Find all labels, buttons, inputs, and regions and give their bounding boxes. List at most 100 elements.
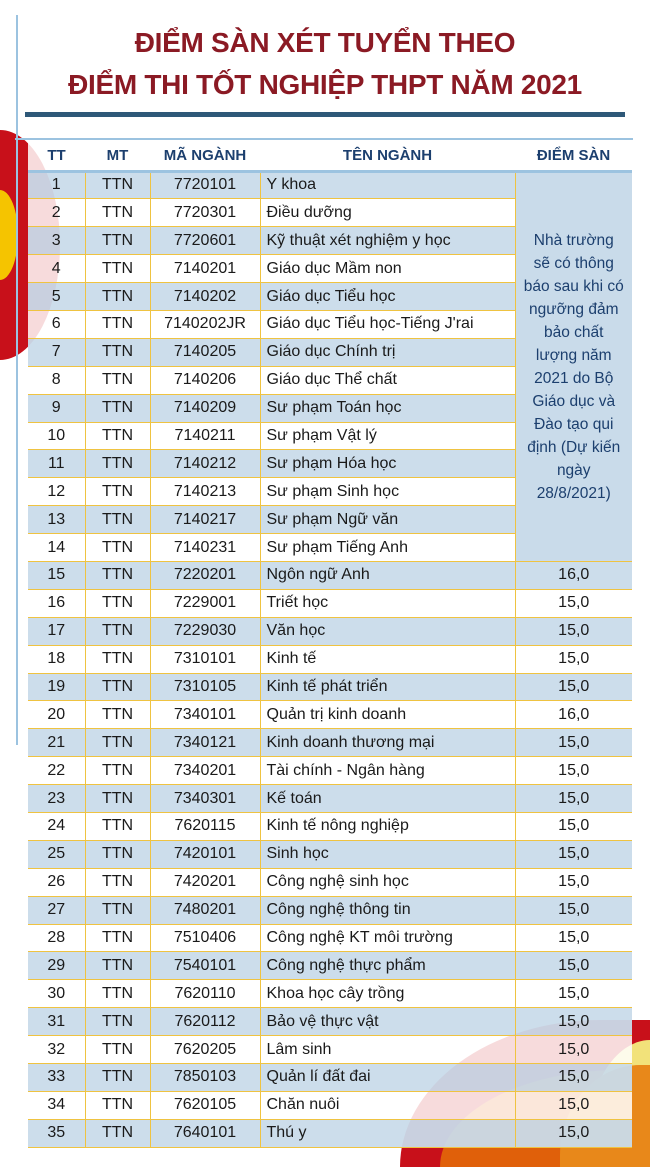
row-ten-nganh: Chăn nuôi — [259, 1090, 516, 1120]
row-tt: 13 — [28, 505, 86, 535]
table-row: 24 TTN 7620115 Kinh tế nông nghiệp 15,0 — [28, 811, 632, 841]
table-row: 16 TTN 7229001 Triết học 15,0 — [28, 588, 632, 618]
row-diem-san: 15,0 — [514, 756, 632, 786]
row-mt: TTN — [84, 1118, 151, 1148]
row-ten-nganh: Bảo vệ thực vật — [259, 1007, 516, 1037]
table-row: 35 TTN 7640101 Thú y 15,0 — [28, 1118, 632, 1148]
row-diem-san: 15,0 — [514, 1007, 632, 1037]
row-mt: TTN — [84, 839, 151, 869]
row-ma-nganh: 7140231 — [149, 533, 261, 562]
row-ten-nganh: Công nghệ KT môi trường — [259, 923, 516, 953]
row-ma-nganh: 7620110 — [149, 979, 261, 1009]
row-tt: 3 — [28, 226, 86, 256]
row-mt: TTN — [84, 588, 151, 618]
row-ma-nganh: 7140202 — [149, 282, 261, 311]
row-ten-nganh: Giáo dục Tiểu học — [259, 282, 516, 311]
row-ma-nganh: 7140206 — [149, 365, 261, 395]
row-ten-nganh: Điều dưỡng — [259, 198, 516, 228]
table-row: 25 TTN 7420101 Sinh học 15,0 — [28, 839, 632, 869]
row-ma-nganh: 7510406 — [149, 923, 261, 953]
row-ma-nganh: 7310105 — [149, 672, 261, 702]
row-ten-nganh: Kinh doanh thương mại — [259, 728, 516, 758]
row-ten-nganh: Kế toán — [259, 784, 516, 813]
row-ma-nganh: 7140205 — [149, 337, 261, 367]
row-diem-san: 16,0 — [514, 560, 632, 590]
row-mt: TTN — [84, 951, 151, 981]
row-diem-san: 15,0 — [514, 616, 632, 646]
row-tt: 26 — [28, 867, 86, 897]
row-tt: 27 — [28, 895, 86, 925]
row-ten-nganh: Sư phạm Tiếng Anh — [259, 533, 516, 562]
row-ma-nganh: 7340201 — [149, 756, 261, 786]
table-row: 27 TTN 7480201 Công nghệ thông tin 15,0 — [28, 895, 632, 925]
table-row: 15 TTN 7220201 Ngôn ngữ Anh 16,0 — [28, 560, 632, 590]
row-ma-nganh: 7140212 — [149, 449, 261, 479]
row-ma-nganh: 7640101 — [149, 1118, 261, 1148]
row-ten-nganh: Sư phạm Ngữ văn — [259, 505, 516, 535]
decorative-yellow-shape — [0, 190, 18, 280]
row-ten-nganh: Giáo dục Tiểu học-Tiếng J'rai — [259, 309, 516, 339]
table-row: 12 TTN 7140213 Sư phạm Sinh học — [28, 477, 632, 507]
merged-note: Nhà trường sẽ có thông báo sau khi có ng… — [514, 170, 632, 562]
row-mt: TTN — [84, 979, 151, 1009]
row-ten-nganh: Quản trị kinh doanh — [259, 700, 516, 730]
row-ten-nganh: Kinh tế phát triển — [259, 672, 516, 702]
row-tt: 30 — [28, 979, 86, 1009]
header-ma-nganh: MÃ NGÀNH — [150, 141, 260, 173]
row-tt: 5 — [28, 282, 86, 311]
row-diem-san: 15,0 — [514, 784, 632, 813]
row-ma-nganh: 7140211 — [149, 421, 261, 451]
row-ma-nganh: 7220201 — [149, 560, 261, 590]
row-diem-san: 15,0 — [514, 1035, 632, 1064]
table-row: 4 TTN 7140201 Giáo dục Mầm non — [28, 254, 632, 284]
row-diem-san: 15,0 — [514, 1118, 632, 1148]
table-row: 3 TTN 7720601 Kỹ thuật xét nghiệm y học — [28, 226, 632, 256]
row-mt: TTN — [84, 560, 151, 590]
row-mt: TTN — [84, 282, 151, 311]
row-mt: TTN — [84, 365, 151, 395]
header-tt: TT — [28, 141, 85, 173]
row-ten-nganh: Giáo dục Thể chất — [259, 365, 516, 395]
table-row: 8 TTN 7140206 Giáo dục Thể chất — [28, 365, 632, 395]
row-ma-nganh: 7140209 — [149, 393, 261, 423]
row-ma-nganh: 7720601 — [149, 226, 261, 256]
row-mt: TTN — [84, 170, 151, 200]
table-row: 13 TTN 7140217 Sư phạm Ngữ văn — [28, 505, 632, 535]
row-mt: TTN — [84, 784, 151, 813]
title-line-1: ĐIỂM SÀN XÉT TUYỂN THEO — [134, 27, 516, 58]
table-row: 23 TTN 7340301 Kế toán 15,0 — [28, 784, 632, 813]
table-row: 34 TTN 7620105 Chăn nuôi 15,0 — [28, 1090, 632, 1120]
row-tt: 7 — [28, 337, 86, 367]
row-ma-nganh: 7620115 — [149, 811, 261, 841]
table-row: 32 TTN 7620205 Lâm sinh 15,0 — [28, 1035, 632, 1064]
row-ten-nganh: Văn học — [259, 616, 516, 646]
score-table: TT MT MÃ NGÀNH TÊN NGÀNH ĐIỂM SÀN 1 TTN 77… — [28, 141, 632, 1148]
row-ten-nganh: Kỹ thuật xét nghiệm y học — [259, 226, 516, 256]
row-tt: 20 — [28, 700, 86, 730]
row-mt: TTN — [84, 198, 151, 228]
header-diem-san: ĐIỂM SÀN — [515, 141, 632, 173]
row-mt: TTN — [84, 505, 151, 535]
row-ten-nganh: Ngôn ngữ Anh — [259, 560, 516, 590]
row-mt: TTN — [84, 533, 151, 562]
row-diem-san: 15,0 — [514, 672, 632, 702]
table-row: 6 TTN 7140202JR Giáo dục Tiểu học-Tiếng J'r… — [28, 309, 632, 339]
row-diem-san: 15,0 — [514, 644, 632, 674]
row-ma-nganh: 7420101 — [149, 839, 261, 869]
row-tt: 24 — [28, 811, 86, 841]
row-ten-nganh: Sinh học — [259, 839, 516, 869]
row-ten-nganh: Kinh tế nông nghiệp — [259, 811, 516, 841]
row-ten-nganh: Công nghệ sinh học — [259, 867, 516, 897]
table-top-line — [15, 138, 633, 140]
row-mt: TTN — [84, 421, 151, 451]
table-row: 22 TTN 7340201 Tài chính - Ngân hàng 15,0 — [28, 756, 632, 786]
row-ten-nganh: Quản lí đất đai — [259, 1063, 516, 1092]
row-tt: 22 — [28, 756, 86, 786]
row-tt: 32 — [28, 1035, 86, 1064]
row-diem-san: 15,0 — [514, 728, 632, 758]
table-row: 18 TTN 7310101 Kinh tế 15,0 — [28, 644, 632, 674]
row-mt: TTN — [84, 1035, 151, 1064]
row-ma-nganh: 7140201 — [149, 254, 261, 284]
row-tt: 28 — [28, 923, 86, 953]
table-row: 17 TTN 7229030 Văn học 15,0 — [28, 616, 632, 646]
